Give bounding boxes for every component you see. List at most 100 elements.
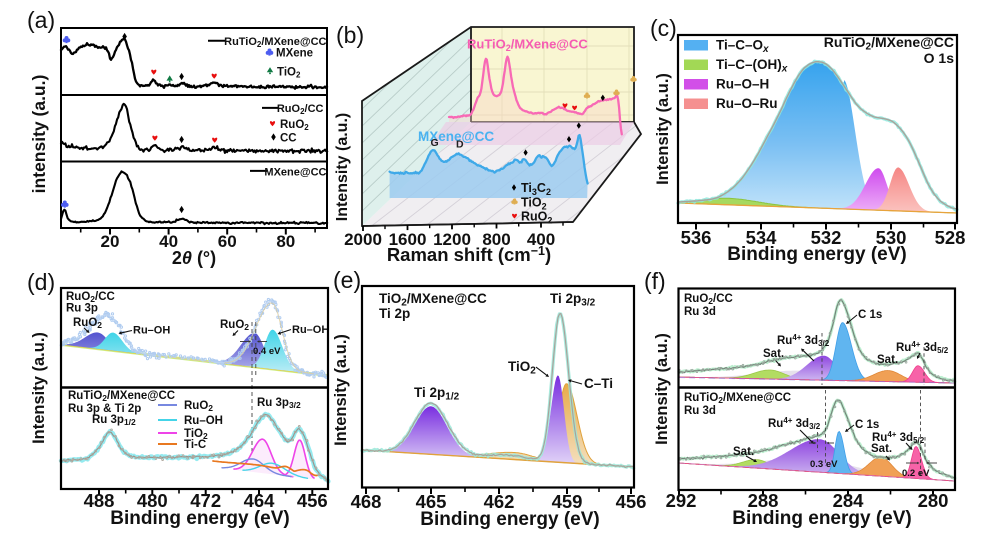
svg-text:TiO2: TiO2 [521, 196, 547, 212]
svg-text:1600: 1600 [389, 230, 427, 249]
svg-text:60: 60 [218, 232, 237, 251]
svg-text:2000: 2000 [344, 230, 382, 249]
svg-text:(b): (b) [336, 22, 364, 48]
svg-text:Ru 3p & Ti 2p: Ru 3p & Ti 2p [68, 403, 141, 415]
svg-text:20: 20 [101, 232, 120, 251]
svg-text:O 1s: O 1s [924, 50, 955, 66]
svg-text:RuTiO2/MXene@CC: RuTiO2/MXene@CC [824, 34, 954, 53]
svg-text:480: 480 [137, 490, 168, 511]
svg-text:0.2 eV: 0.2 eV [902, 468, 930, 479]
svg-text:80: 80 [276, 232, 295, 251]
svg-text:Ti–C–Ox: Ti–C–Ox [716, 38, 769, 56]
svg-text:Ru 3p3/2: Ru 3p3/2 [257, 397, 301, 410]
svg-text:Ru4+ 3d3/2: Ru4+ 3d3/2 [768, 416, 821, 431]
svg-text:1200: 1200 [433, 230, 471, 249]
svg-text:TiO2: TiO2 [277, 67, 301, 80]
svg-text:RuTiO2/MXene@CC: RuTiO2/MXene@CC [68, 390, 175, 403]
svg-text:292: 292 [666, 490, 697, 511]
svg-text:RuO2/CC: RuO2/CC [66, 291, 115, 304]
svg-text:Ti–C–(OH)x: Ti–C–(OH)x [716, 57, 788, 75]
svg-text:Ru–OH: Ru–OH [133, 325, 170, 337]
svg-text:0.4 eV: 0.4 eV [253, 346, 281, 357]
svg-text:Intensity (a.u.): Intensity (a.u.) [334, 113, 351, 221]
svg-text:D: D [456, 139, 464, 151]
svg-text:TiO2: TiO2 [184, 428, 208, 441]
svg-text:TiO2/MXene@CC: TiO2/MXene@CC [379, 291, 487, 309]
svg-text:(a): (a) [27, 7, 55, 33]
svg-text:284: 284 [833, 490, 865, 511]
svg-text:Ru 3d: Ru 3d [684, 306, 716, 318]
svg-text:RuO2: RuO2 [184, 400, 213, 413]
svg-text:462: 462 [484, 491, 515, 512]
svg-text:Sat.: Sat. [733, 446, 754, 458]
svg-text:C 1s: C 1s [858, 309, 882, 321]
svg-text:G: G [431, 137, 439, 149]
svg-text:Ru 3p: Ru 3p [66, 303, 98, 315]
svg-text:Ti3C2: Ti3C2 [521, 181, 551, 197]
svg-text:Ru–OH: Ru–OH [292, 324, 329, 336]
svg-text:Intensity (a.u.): Intensity (a.u.) [654, 73, 672, 185]
svg-text:CC: CC [280, 133, 297, 145]
svg-text:Binding energy (eV): Binding energy (eV) [420, 509, 599, 530]
svg-text:456: 456 [297, 490, 328, 511]
svg-text:RuO2: RuO2 [73, 317, 102, 330]
svg-text:RuO2/CC: RuO2/CC [684, 293, 733, 306]
svg-text:Ru–OH: Ru–OH [184, 415, 223, 427]
svg-text:C–Ti: C–Ti [584, 376, 613, 391]
svg-text:(f): (f) [644, 268, 666, 294]
svg-text:459: 459 [552, 491, 583, 512]
svg-text:Ru4+ 3d3/2: Ru4+ 3d3/2 [777, 333, 830, 348]
svg-text:MXene@CC: MXene@CC [418, 129, 494, 144]
svg-text:0.3 eV: 0.3 eV [810, 459, 838, 470]
svg-text:Ti 2p: Ti 2p [379, 306, 410, 321]
svg-text:Ru4+ 3d5/2: Ru4+ 3d5/2 [872, 430, 925, 445]
svg-text:472: 472 [190, 490, 221, 511]
svg-text:Sat.: Sat. [871, 443, 892, 455]
svg-text:532: 532 [811, 227, 842, 248]
svg-text:RuTiO2/MXene@CC: RuTiO2/MXene@CC [467, 37, 588, 54]
svg-text:464: 464 [244, 490, 276, 511]
svg-text:468: 468 [351, 491, 382, 512]
svg-text:RuO2: RuO2 [220, 319, 249, 332]
svg-text:Ru4+ 3d5/2: Ru4+ 3d5/2 [896, 340, 949, 355]
svg-text:528: 528 [935, 227, 966, 248]
svg-text:40: 40 [159, 232, 178, 251]
svg-text:Binding energy (eV): Binding energy (eV) [732, 508, 911, 529]
svg-text:Binding energy (eV): Binding energy (eV) [727, 244, 906, 265]
svg-text:530: 530 [876, 227, 907, 248]
svg-text:MXene: MXene [276, 48, 313, 60]
svg-text:(d): (d) [27, 269, 55, 295]
svg-text:C 1s: C 1s [855, 419, 879, 431]
svg-text:536: 536 [681, 227, 712, 248]
svg-text:(e): (e) [333, 267, 361, 293]
svg-text:Intensity (a.u.): Intensity (a.u.) [30, 332, 48, 444]
svg-text:Sat.: Sat. [763, 348, 784, 360]
svg-text:2θ (°): 2θ (°) [172, 248, 216, 268]
svg-text:488: 488 [84, 490, 115, 511]
svg-text:intensity (a.u.): intensity (a.u.) [29, 75, 49, 194]
svg-text:Ru–O–H: Ru–O–H [716, 77, 769, 92]
svg-text:534: 534 [746, 227, 778, 248]
svg-text:800: 800 [482, 230, 510, 249]
svg-text:Ru 3p1/2: Ru 3p1/2 [92, 414, 136, 427]
svg-text:400: 400 [527, 230, 555, 249]
svg-text:TiO2: TiO2 [508, 359, 536, 377]
svg-text:Ti-C: Ti-C [184, 439, 206, 451]
svg-text:(c): (c) [650, 15, 677, 41]
svg-text:MXene@CC: MXene@CC [264, 167, 326, 179]
svg-text:RuTiO2/MXene@CC: RuTiO2/MXene@CC [684, 392, 791, 405]
svg-text:RuO2: RuO2 [521, 210, 552, 226]
svg-text:RuO2: RuO2 [280, 119, 309, 132]
svg-text:Binding energy (eV): Binding energy (eV) [110, 508, 289, 529]
svg-text:Sat.: Sat. [877, 354, 898, 366]
svg-text:RuTiO2/MXene@CC: RuTiO2/MXene@CC [224, 36, 326, 49]
svg-text:465: 465 [416, 491, 447, 512]
svg-text:Raman shift (cm−1): Raman shift (cm−1) [387, 244, 551, 265]
svg-text:RuO2/CC: RuO2/CC [277, 103, 324, 116]
svg-text:Intensity (a.u.): Intensity (a.u.) [653, 333, 671, 445]
svg-text:280: 280 [918, 490, 949, 511]
svg-text:Ru–O–Ru: Ru–O–Ru [716, 96, 778, 111]
svg-text:Ru 3d: Ru 3d [684, 405, 716, 417]
svg-text:288: 288 [748, 490, 779, 511]
svg-text:Intensity (a.u.): Intensity (a.u.) [332, 334, 350, 446]
